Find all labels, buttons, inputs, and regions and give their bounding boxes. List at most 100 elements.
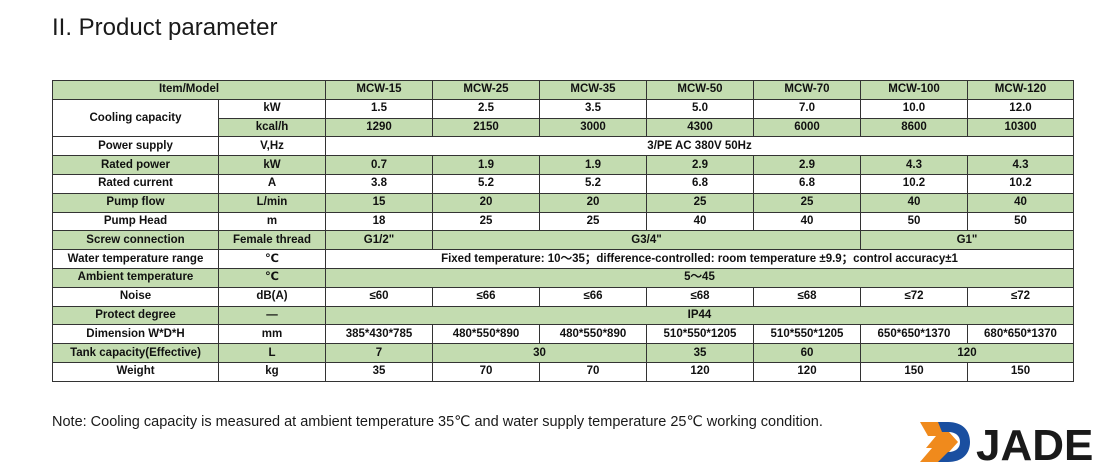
table-row: Water temperature range ℃ Fixed temperat…: [52, 249, 1074, 269]
table-row: Power supply V,Hz 3/PE AC 380V 50Hz: [52, 136, 1074, 157]
value-cell: 1.9: [539, 155, 647, 175]
value-cell: 40: [967, 192, 1074, 213]
value-cell: 7.0: [753, 98, 861, 119]
value-cell: 1290: [325, 117, 433, 138]
row-label: Weight: [52, 361, 219, 382]
unit-cell: m: [218, 211, 326, 232]
row-label: Protect degree: [52, 305, 219, 326]
value-cell: 4300: [646, 117, 754, 138]
value-cell: 40: [860, 192, 968, 213]
row-label: Rated current: [52, 173, 219, 194]
value-cell: ≤66: [432, 286, 540, 307]
value-cell: 10.2: [860, 173, 968, 194]
value-cell: 70: [432, 361, 540, 382]
value-cell: 35: [646, 343, 754, 363]
value-cell: 2.9: [753, 155, 861, 175]
table-row: Protect degree — IP44: [52, 305, 1074, 326]
unit-cell: L/min: [218, 192, 326, 213]
value-cell: 2150: [432, 117, 540, 138]
row-label: Ambient temperature: [52, 267, 219, 288]
value-cell: 385*430*785: [325, 324, 433, 345]
table-row: Dimension W*D*H mm 385*430*785 480*550*8…: [52, 324, 1074, 345]
value-cell: 25: [753, 192, 861, 213]
value-cell: 120: [646, 361, 754, 382]
table-row: Pump Head m 18 25 25 40 40 50 50: [52, 211, 1074, 232]
value-cell: 1.9: [432, 155, 540, 175]
value-cell: 510*550*1205: [753, 324, 861, 345]
table-row: Pump flow L/min 15 20 20 25 25 40 40: [52, 192, 1074, 213]
row-label: Water temperature range: [52, 249, 219, 269]
value-cell: ≤68: [753, 286, 861, 307]
footnote: Note: Cooling capacity is measured at am…: [52, 414, 823, 430]
value-cell: 3.8: [325, 173, 433, 194]
value-cell: 25: [539, 211, 647, 232]
value-cell: 8600: [860, 117, 968, 138]
unit-cell: ℃: [218, 249, 326, 269]
value-cell: ≤72: [967, 286, 1074, 307]
value-cell: 5.0: [646, 98, 754, 119]
value-cell: 3/PE AC 380V 50Hz: [325, 136, 1074, 157]
value-cell: 4.3: [860, 155, 968, 175]
value-cell: IP44: [325, 305, 1074, 326]
value-cell: 6.8: [646, 173, 754, 194]
value-cell: 15: [325, 192, 433, 213]
value-cell: ≤72: [860, 286, 968, 307]
model-header: MCW-120: [967, 80, 1074, 100]
model-header: MCW-35: [539, 80, 647, 100]
table-row: Ambient temperature ℃ 5～45: [52, 267, 1074, 288]
table-header-row: Item/Model MCW-15 MCW-25 MCW-35 MCW-50 M…: [52, 80, 1074, 100]
value-cell: 30: [432, 343, 647, 363]
value-cell: G3/4": [432, 230, 861, 251]
value-cell: 10300: [967, 117, 1074, 138]
jade-logo: JADE: [920, 421, 1093, 466]
value-cell: ≤60: [325, 286, 433, 307]
value-cell: 50: [860, 211, 968, 232]
logo-text: JADE: [976, 421, 1093, 466]
value-cell: 120: [860, 343, 1074, 363]
value-cell: ≤66: [539, 286, 647, 307]
unit-cell: Female thread: [218, 230, 326, 251]
value-cell: 10.2: [967, 173, 1074, 194]
value-cell: 60: [753, 343, 861, 363]
unit-cell: mm: [218, 324, 326, 345]
row-label: Pump Head: [52, 211, 219, 232]
row-label: Cooling capacity: [52, 98, 219, 138]
table-row: Noise dB(A) ≤60 ≤66 ≤66 ≤68 ≤68 ≤72 ≤72: [52, 286, 1074, 307]
value-cell: 0.7: [325, 155, 433, 175]
value-cell: Fixed temperature: 10～35；difference-cont…: [325, 249, 1074, 269]
model-header: MCW-100: [860, 80, 968, 100]
row-label: Noise: [52, 286, 219, 307]
value-cell: 10.0: [860, 98, 968, 119]
item-model-header: Item/Model: [52, 80, 326, 100]
unit-cell: kW: [218, 155, 326, 175]
model-header: MCW-70: [753, 80, 861, 100]
value-cell: 2.9: [646, 155, 754, 175]
value-cell: 25: [646, 192, 754, 213]
value-cell: 150: [967, 361, 1074, 382]
unit-cell: V,Hz: [218, 136, 326, 157]
value-cell: 480*550*890: [539, 324, 647, 345]
value-cell: 680*650*1370: [967, 324, 1074, 345]
table-row: Cooling capacity kW 1.5 2.5 3.5 5.0 7.0 …: [52, 98, 1074, 138]
table-row: Screw connection Female thread G1/2" G3/…: [52, 230, 1074, 251]
unit-cell: ℃: [218, 267, 326, 288]
table-row: Rated power kW 0.7 1.9 1.9 2.9 2.9 4.3 4…: [52, 155, 1074, 175]
value-cell: 5～45: [325, 267, 1074, 288]
value-cell: 40: [753, 211, 861, 232]
logo-mark-blue: [938, 422, 970, 462]
value-cell: 40: [646, 211, 754, 232]
value-cell: 18: [325, 211, 433, 232]
unit-cell: —: [218, 305, 326, 326]
row-label: Screw connection: [52, 230, 219, 251]
value-cell: ≤68: [646, 286, 754, 307]
row-label: Dimension W*D*H: [52, 324, 219, 345]
value-cell: 2.5: [432, 98, 540, 119]
value-cell: 6.8: [753, 173, 861, 194]
value-cell: 35: [325, 361, 433, 382]
row-label: Pump flow: [52, 192, 219, 213]
page-title: II. Product parameter: [52, 14, 278, 41]
row-label: Power supply: [52, 136, 219, 157]
model-header: MCW-25: [432, 80, 540, 100]
value-cell: 650*650*1370: [860, 324, 968, 345]
value-cell: 50: [967, 211, 1074, 232]
